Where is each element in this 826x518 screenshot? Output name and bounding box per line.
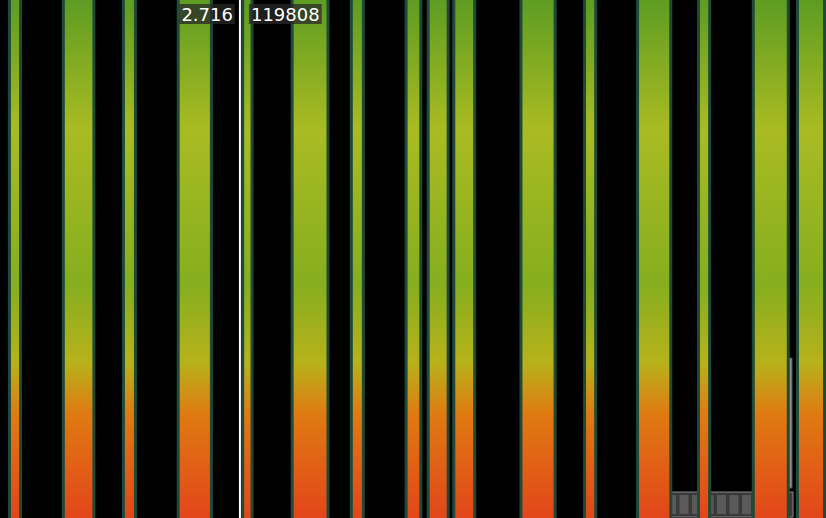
svg-text:2.716: 2.716 [181, 4, 233, 25]
svg-text:119808: 119808 [251, 4, 320, 25]
